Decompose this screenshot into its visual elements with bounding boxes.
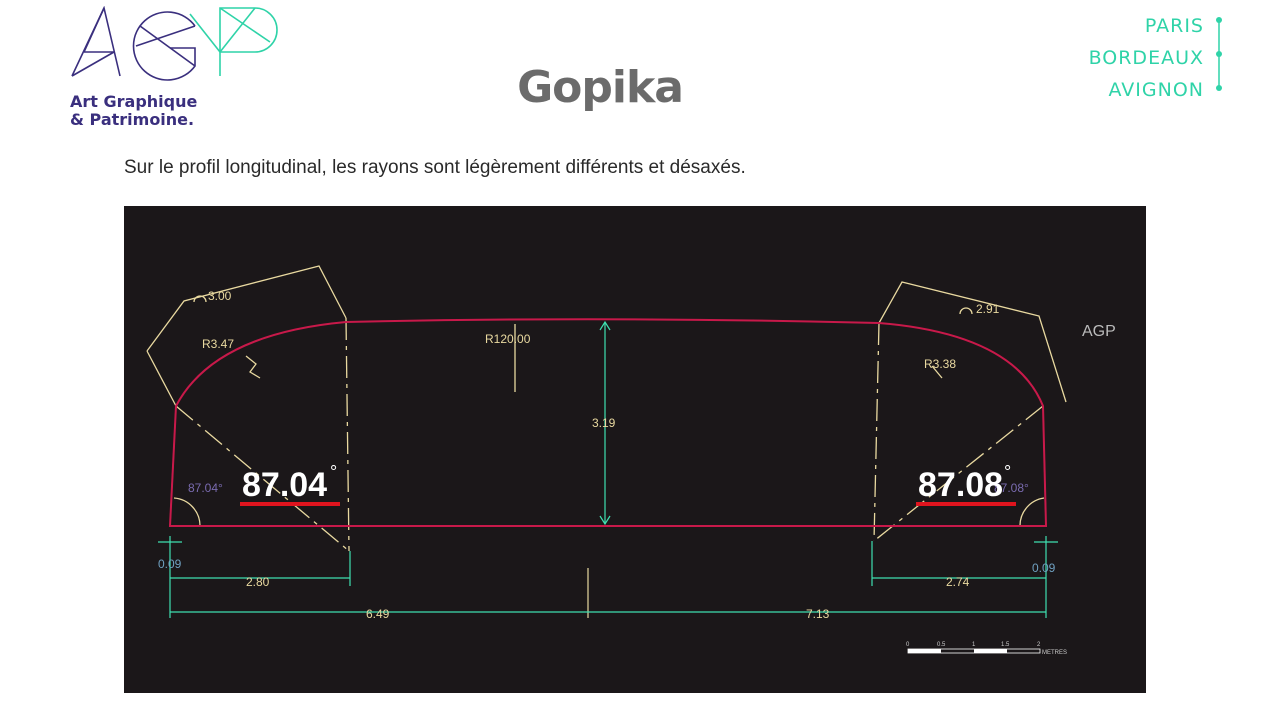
- degree-right: °: [1004, 462, 1011, 482]
- offset-left-label: 0.09: [158, 557, 182, 571]
- dim-left-short: 2.80: [246, 575, 270, 589]
- arc-right-label: 2.91: [976, 302, 1000, 316]
- angle-left-big: 87.04: [242, 466, 327, 504]
- cad-labels: 3.00 2.91 R3.47 R120.00 R3.38 3.19 87.04…: [158, 289, 1056, 621]
- city-paris: PARIS: [1144, 15, 1204, 37]
- scale-tick-0: 0: [906, 642, 910, 648]
- radius-center-label: R120.00: [485, 332, 531, 346]
- city-list: PARIS BORDEAUX AVIGNON: [1089, 10, 1204, 106]
- degree-left: °: [330, 462, 337, 482]
- scale-tick-3: 1.5: [1001, 642, 1010, 648]
- dimension-lines: [158, 320, 1058, 618]
- angle-right-big: 87.08: [918, 466, 1003, 504]
- profile-outline: [168, 318, 1048, 527]
- city-timeline-icon: [1216, 17, 1222, 91]
- agp-logo: [71, 6, 278, 81]
- page-title: Gopika: [517, 62, 684, 113]
- city-avignon: AVIGNON: [1108, 79, 1204, 101]
- city-bordeaux: BORDEAUX: [1088, 47, 1204, 69]
- angle-right-small: 87.08°: [994, 481, 1029, 495]
- cad-drawing: 3.00 2.91 R3.47 R120.00 R3.38 3.19 87.04…: [146, 265, 1116, 656]
- caption: Sur le profil longitudinal, les rayons s…: [124, 157, 746, 178]
- scale-tick-4: 2: [1037, 642, 1041, 648]
- logo-subtitle-line1: Art Graphique: [70, 92, 198, 111]
- cad-drawing-panel: 3.00 2.91 R3.47 R120.00 R3.38 3.19 87.04…: [124, 206, 1146, 693]
- logo-subtitle: Art Graphique & Patrimoine.: [70, 93, 197, 129]
- drawing-watermark: AGP: [1082, 323, 1116, 340]
- arc-left-label: 3.00: [208, 289, 232, 303]
- dim-left-long: 6.49: [366, 607, 390, 621]
- scale-tick-2: 1: [972, 642, 976, 648]
- angle-left-small: 87.04°: [188, 481, 223, 495]
- construction-lines: [146, 265, 1067, 552]
- dim-right-short: 2.74: [946, 575, 970, 589]
- logo-subtitle-line2: & Patrimoine.: [70, 110, 195, 129]
- dim-right-long: 7.13: [806, 607, 830, 621]
- height-label: 3.19: [592, 416, 616, 430]
- scale-unit: METRES: [1042, 650, 1067, 656]
- scale-bar: 0 0.5 1 1.5 2 METRES: [906, 642, 1067, 656]
- angle-overlay-right: 87.08 °: [916, 462, 1016, 506]
- radius-left-label: R3.47: [202, 337, 234, 351]
- offset-right-label: 0.09: [1032, 561, 1056, 575]
- angle-overlay-left: 87.04 °: [240, 462, 340, 506]
- radius-right-label: R3.38: [924, 357, 956, 371]
- scale-tick-1: 0.5: [937, 642, 946, 648]
